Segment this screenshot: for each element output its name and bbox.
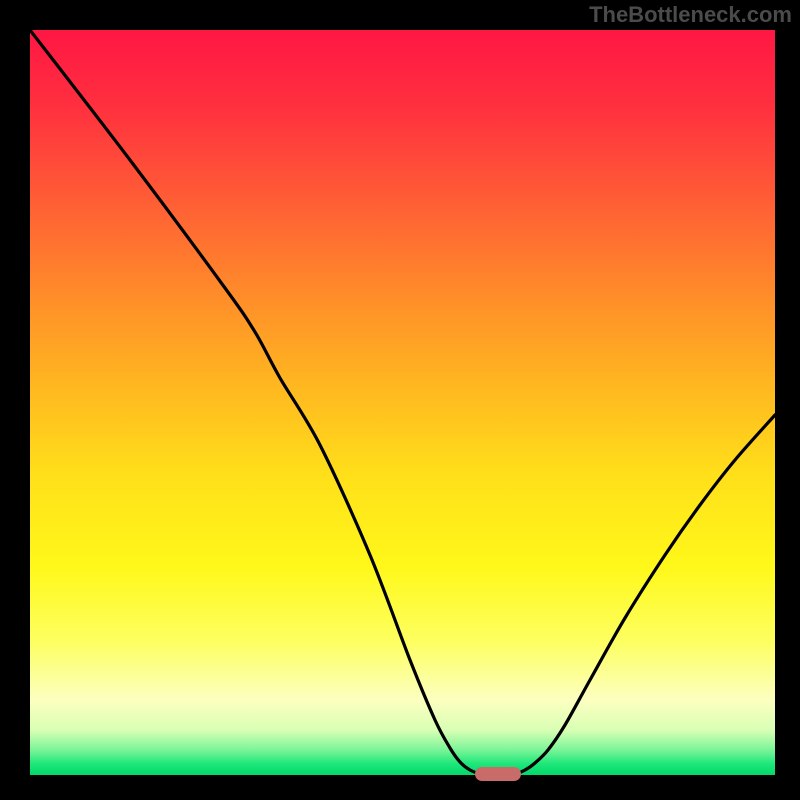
chart-container: TheBottleneck.com bbox=[0, 0, 800, 800]
plot-background bbox=[30, 30, 775, 775]
watermark-text: TheBottleneck.com bbox=[589, 2, 792, 28]
bottleneck-chart bbox=[0, 0, 800, 800]
optimal-marker bbox=[475, 767, 521, 781]
